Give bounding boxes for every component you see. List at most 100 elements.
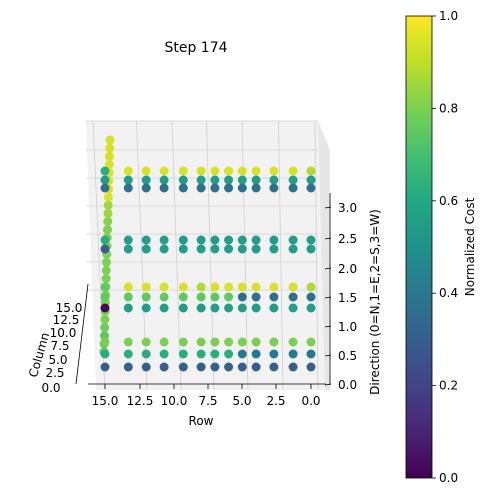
column-tick-label: 15.0	[56, 301, 83, 315]
data-point	[123, 175, 133, 185]
data-point	[306, 235, 316, 245]
data-point	[210, 292, 220, 302]
data-point	[288, 349, 298, 359]
vertical-gridline	[171, 120, 182, 391]
data-point	[123, 349, 133, 359]
side-pane	[318, 121, 330, 390]
data-point	[224, 282, 234, 292]
vertical-gridline	[278, 120, 284, 391]
row-axis-label: Row	[189, 414, 214, 428]
direction-tick	[324, 206, 332, 209]
colorbar-tick-label: 0.4	[439, 286, 458, 300]
data-point	[159, 166, 169, 176]
data-point	[288, 337, 298, 347]
direction-tick-label: 1.5	[338, 291, 357, 305]
data-point	[237, 166, 247, 176]
data-point	[101, 266, 111, 275]
direction-tick	[324, 296, 332, 299]
data-point	[105, 135, 115, 145]
data-point	[210, 183, 220, 193]
data-point	[178, 337, 188, 347]
data-point	[288, 244, 298, 254]
colorbar-tick-label: 0.0	[439, 471, 458, 485]
column-tick-label: 2.5	[45, 366, 64, 380]
colorbar-tick-label: 0.8	[439, 101, 458, 115]
data-point	[251, 175, 261, 185]
data-point	[159, 244, 169, 254]
data-point	[237, 303, 247, 313]
data-point	[210, 235, 220, 245]
data-point	[306, 362, 316, 372]
data-point	[210, 166, 220, 176]
data-point	[269, 337, 279, 347]
column-tick-label: 7.5	[50, 339, 69, 353]
data-point	[237, 244, 247, 254]
data-point	[288, 166, 298, 176]
data-point	[141, 303, 151, 313]
back-pane	[86, 121, 325, 390]
data-point	[269, 362, 279, 372]
data-point	[178, 362, 188, 372]
data-point	[237, 282, 247, 292]
data-point	[159, 175, 169, 185]
data-point	[141, 235, 151, 245]
data-point	[103, 217, 113, 226]
row-tick-label: 10.0	[161, 394, 188, 408]
data-point	[210, 337, 220, 347]
data-point	[269, 303, 279, 313]
data-point	[100, 282, 110, 292]
data-point	[123, 362, 133, 372]
row-tick-label: 2.5	[266, 394, 285, 408]
data-point	[237, 175, 247, 185]
direction-tick	[324, 354, 332, 357]
colorbar-tick-label: 0.6	[439, 194, 458, 208]
data-point	[306, 292, 316, 302]
column-tick-label: 12.5	[53, 313, 80, 327]
data-point	[306, 244, 316, 254]
data-point	[251, 235, 261, 245]
data-point	[237, 235, 247, 245]
colorbar-tick-label: 1.0	[439, 9, 458, 23]
data-point	[123, 292, 133, 302]
data-point	[196, 235, 206, 245]
data-point	[210, 282, 220, 292]
data-point	[306, 349, 316, 359]
direction-tick-labels: 0.0 0.5 1.0 1.5 2.0 2.5 3.0	[324, 201, 357, 392]
data-point	[269, 349, 279, 359]
data-point	[123, 244, 133, 254]
direction-tick-label: 2.5	[338, 232, 357, 246]
vertical-gridline	[241, 120, 249, 391]
data-point	[196, 183, 206, 193]
data-point	[100, 244, 110, 254]
data-point	[105, 143, 115, 153]
row-tick-labels: 15.0 12.5 10.0 7.5 5.0 2.5 0.0	[92, 384, 321, 408]
direction-tick-label: 3.0	[338, 201, 357, 215]
data-point	[178, 175, 188, 185]
data-point	[306, 183, 316, 193]
data-point	[269, 292, 279, 302]
data-point	[224, 362, 234, 372]
data-point	[224, 303, 234, 313]
data-point	[159, 183, 169, 193]
data-point	[103, 225, 112, 235]
data-point	[104, 160, 114, 169]
data-point	[288, 292, 298, 302]
data-point	[178, 183, 188, 193]
data-point	[196, 362, 206, 372]
data-point	[100, 292, 110, 302]
data-point	[123, 282, 133, 292]
data-point	[178, 166, 188, 176]
data-point	[224, 349, 234, 359]
data-point	[224, 175, 234, 185]
direction-tick	[324, 325, 332, 328]
direction-tick-label: 0.0	[338, 378, 357, 392]
row-tick-label: 0.0	[301, 394, 320, 408]
data-point	[269, 235, 279, 245]
column-tick-label: 5.0	[48, 353, 67, 367]
data-point	[123, 337, 133, 347]
data-point	[141, 349, 151, 359]
data-point	[306, 166, 316, 176]
data-point	[100, 337, 110, 347]
data-point	[100, 323, 110, 332]
data-point	[123, 303, 133, 313]
